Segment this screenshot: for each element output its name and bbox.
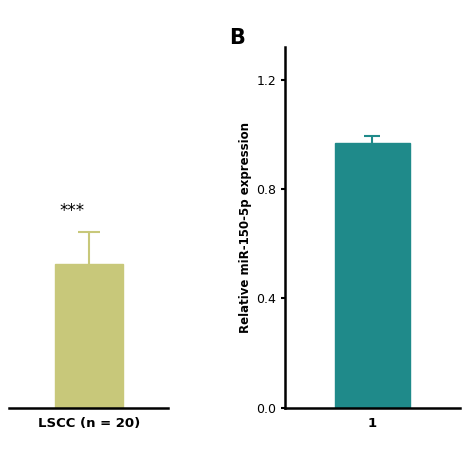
Text: ***: *** xyxy=(59,202,84,220)
Bar xyxy=(55,264,123,408)
Text: B: B xyxy=(229,28,245,48)
Bar xyxy=(335,143,410,408)
Y-axis label: Relative miR-150-5p expression: Relative miR-150-5p expression xyxy=(239,122,252,333)
